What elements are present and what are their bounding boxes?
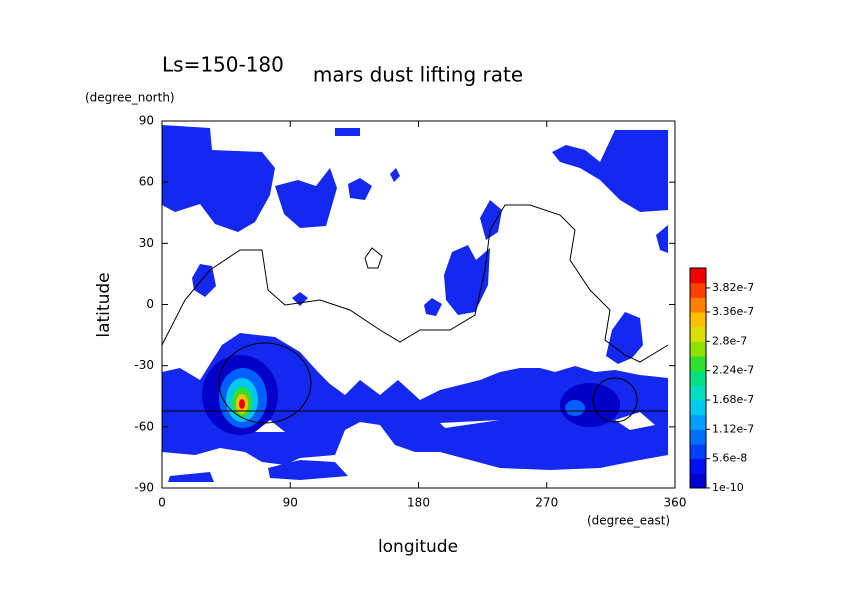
colorbar-band [690, 341, 706, 357]
x-tick-label: 270 [535, 496, 558, 510]
colorbar-band [690, 414, 706, 430]
topography [161, 204, 669, 424]
chart-title: mars dust lifting rate [313, 63, 523, 87]
colorbar-band [690, 400, 706, 416]
colorbar-tick-label: 5.6e-8 [712, 452, 747, 465]
topography-line [364, 247, 383, 269]
dust-region [168, 472, 214, 482]
colorbar-band [690, 268, 706, 284]
colorbar-tick-label: 2.8e-7 [712, 334, 747, 347]
dust-region [268, 460, 348, 480]
colorbar-band [690, 429, 706, 445]
x-axis-label: longitude [378, 537, 458, 557]
colorbar-band [690, 385, 706, 401]
dust-region [390, 168, 400, 182]
chart-subtitle: Ls=150-180 [162, 53, 284, 77]
y-tick-label: -30 [134, 358, 154, 372]
x-tick-label: 360 [664, 496, 687, 510]
dust-region [552, 130, 668, 212]
dust-region [606, 312, 643, 364]
colorbar-tick-label: 1.12e-7 [712, 422, 754, 435]
colorbar-band [690, 473, 706, 489]
colorbar-band [690, 458, 706, 474]
dust-region [275, 168, 337, 228]
colorbar-tick-label: 1e-10 [712, 481, 744, 494]
dust-region [335, 128, 360, 136]
dust-region [192, 264, 216, 297]
y-tick-label: -90 [134, 481, 154, 495]
topography-line [161, 204, 669, 363]
x-tick-label: 0 [158, 496, 166, 510]
dust-field [162, 125, 668, 482]
colorbar-band [690, 312, 706, 328]
x-tick-label: 90 [283, 496, 298, 510]
dust-region [239, 399, 245, 409]
colorbar-band [690, 444, 706, 460]
colorbar-tick-label: 3.36e-7 [712, 305, 754, 318]
dust-region [292, 292, 308, 306]
colorbar-band [690, 370, 706, 386]
colorbar-tick-label: 2.24e-7 [712, 364, 754, 377]
topography-line [218, 342, 312, 424]
colorbar-band [690, 326, 706, 342]
dust-region [348, 178, 372, 200]
dust-region [480, 200, 502, 240]
x-unit: (degree_east) [587, 514, 670, 528]
y-tick-label: 30 [139, 236, 154, 250]
colorbar-band [690, 297, 706, 313]
y-axis-label: latitude [94, 272, 114, 337]
colorbar-tick-label: 3.82e-7 [712, 281, 754, 294]
dust-region [162, 333, 668, 470]
y-tick-label: 90 [139, 114, 154, 128]
colorbar-frame [689, 267, 707, 489]
dust-region [565, 400, 585, 416]
y-tick-label: 60 [139, 175, 154, 189]
y-tick-label: -60 [134, 419, 154, 433]
dust-region [656, 225, 668, 253]
x-tick-label: 180 [407, 496, 430, 510]
y-tick-label: 0 [146, 297, 154, 311]
colorbar-band [690, 356, 706, 372]
colorbar-band [690, 282, 706, 298]
colorbar-tick-label: 1.68e-7 [712, 393, 754, 406]
dust-region [162, 125, 275, 232]
dust-region [424, 298, 442, 316]
topography-line [592, 377, 638, 423]
y-unit: (degree_north) [85, 91, 175, 105]
